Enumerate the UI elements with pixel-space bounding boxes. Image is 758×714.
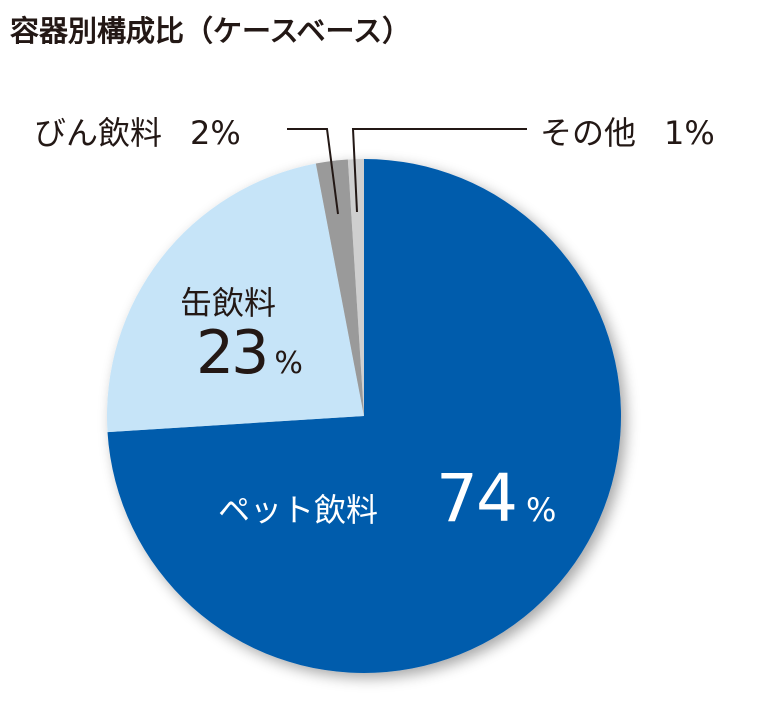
- leader-line-other: [351, 128, 527, 213]
- data-label-bottle: びん飲料 2%: [34, 108, 241, 154]
- data-label-other: その他 1%: [540, 108, 715, 154]
- data-label-pet: 74%: [436, 460, 556, 537]
- slice-label-other: その他: [540, 114, 637, 152]
- leader-line-bottle: [287, 128, 339, 215]
- slice-label-can: 缶飲料: [180, 284, 277, 322]
- pie-slice-can: [107, 163, 364, 433]
- pie-slice-pet: [107, 159, 621, 673]
- pie-slice-bottle: [315, 159, 364, 416]
- slice-label-bottle: びん飲料: [34, 114, 163, 152]
- slice-value-bottle: 2%: [190, 114, 241, 152]
- chart-title: 容器別構成比（ケースベース）: [10, 14, 412, 48]
- data-label-can: 23%: [196, 318, 303, 388]
- slice-unit-pet: %: [525, 491, 557, 529]
- pie-slice-other: [347, 159, 364, 416]
- slice-value-can: 23: [196, 318, 269, 388]
- slice-unit-can: %: [274, 346, 303, 381]
- slice-value-other: 1%: [664, 114, 715, 152]
- slice-label-pet: ペット飲料: [218, 491, 379, 529]
- slice-value-pet: 74: [436, 460, 518, 537]
